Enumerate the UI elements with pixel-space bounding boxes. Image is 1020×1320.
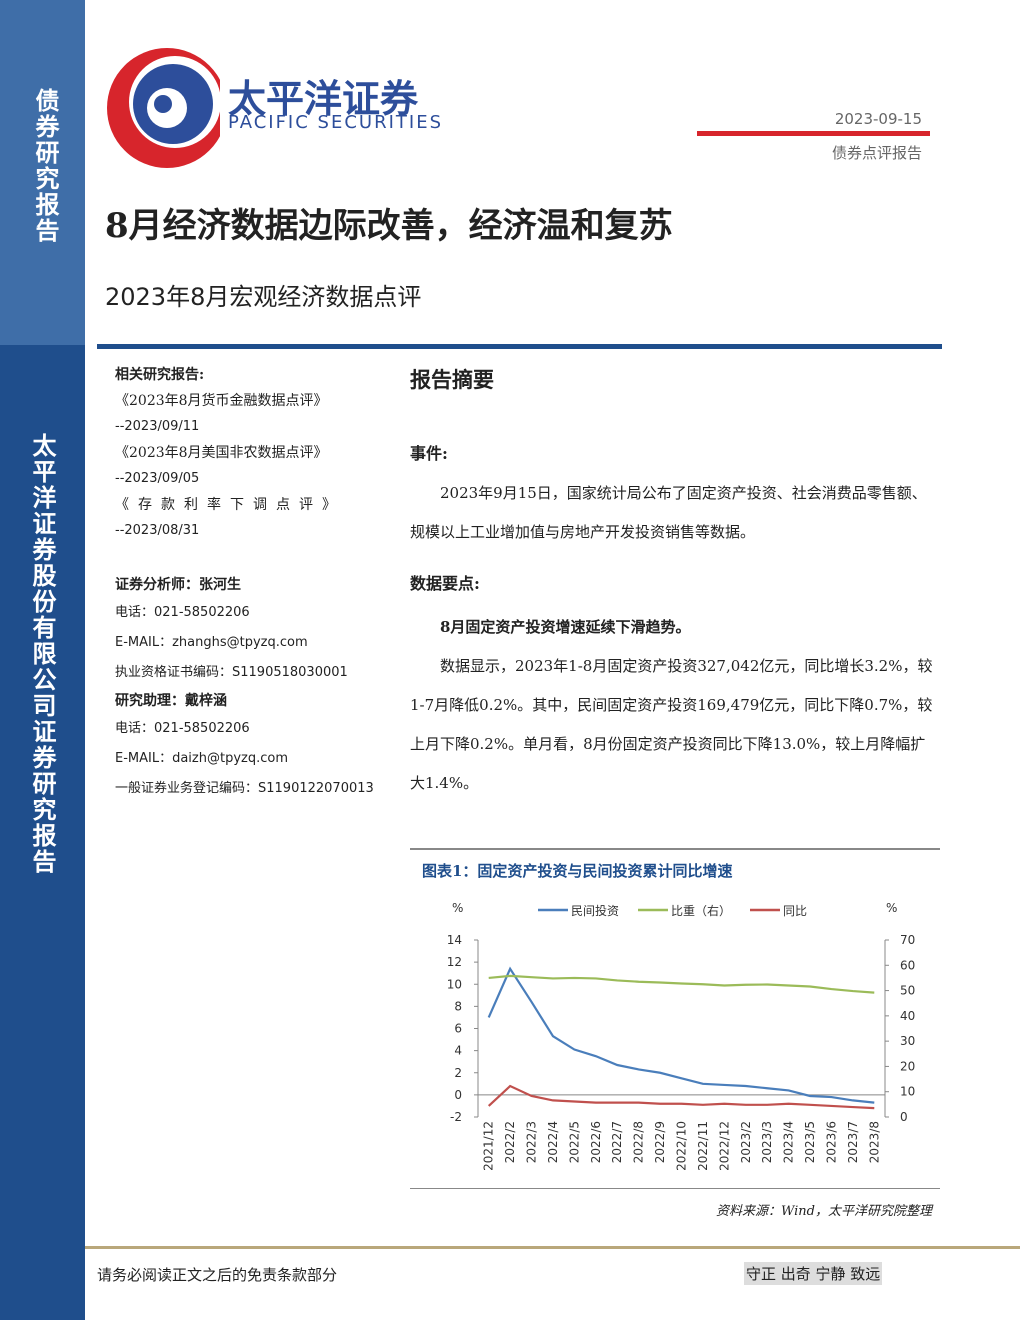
assistant-phone: 电话：021-58502206 <box>115 721 250 736</box>
left-column: 相关研究报告: 《2023年8月货币金融数据点评》 --2023/09/11 《… <box>115 362 380 804</box>
assistant-license: 一般证券业务登记编码：S1190122070013 <box>115 781 374 796</box>
y2-tick-label: 10 <box>900 1085 915 1099</box>
sidebar-bottom: 太平洋证券股份有限公司证券研究报告 <box>0 345 85 1320</box>
y-tick-label: 6 <box>454 1022 462 1036</box>
report-date: 2023-09-15 <box>834 110 922 128</box>
x-tick-label: 2023/8 <box>867 1121 881 1163</box>
chart: % % -2 0 2 4 6 8 10 12 14 0 10 20 30 40 50 60 70 2021/12 202… <box>447 901 916 1171</box>
sidebar-label: 债券研究报告 <box>31 88 60 244</box>
x-tick-label: 2022/2 <box>503 1121 517 1163</box>
footer-disclaimer: 请务必阅读正文之后的免责条款部分 <box>97 1266 338 1284</box>
chart-bottom-rule <box>410 1188 940 1189</box>
x-tick-label: 2022/9 <box>653 1121 667 1163</box>
event-text: 2023年9月15日，国家统计局公布了固定资产投资、社会消费品零售额、规模以上工… <box>410 484 927 541</box>
y2-tick-label: 40 <box>900 1009 915 1023</box>
x-tick-label: 2023/4 <box>782 1121 796 1163</box>
sidebar-top: 债券研究报告 <box>0 0 85 345</box>
x-tick-label: 2023/5 <box>803 1121 817 1163</box>
related-heading: 相关研究报告: <box>115 367 205 383</box>
x-tick-label: 2022/7 <box>610 1121 624 1163</box>
y2-tick-label: 50 <box>900 984 915 998</box>
legend-label: 比重（右） <box>671 903 731 918</box>
x-tick-label: 2022/12 <box>717 1121 731 1171</box>
legend-label: 民间投资 <box>571 903 619 918</box>
logo-en: PACIFIC SECURITIES <box>228 112 443 133</box>
x-tick-label: 2023/3 <box>760 1121 774 1163</box>
sidebar-company: 太平洋证券股份有限公司证券研究报告 <box>28 433 57 875</box>
analyst-phone: 电话：021-58502206 <box>115 605 250 620</box>
assistant-name: 研究助理：戴梓涵 <box>115 693 227 709</box>
date-rule <box>697 131 930 136</box>
y-unit: % <box>452 901 463 915</box>
y-tick-label: 14 <box>447 933 462 947</box>
x-tick-label: 2023/2 <box>739 1121 753 1163</box>
y-tick-label: 10 <box>447 977 462 991</box>
y-tick-label: 0 <box>454 1088 462 1102</box>
analyst-email: E-MAIL：zhanghs@tpyzq.com <box>115 635 308 650</box>
point-text: 数据显示，2023年1-8月固定资产投资327,042亿元，同比增长3.2%，较… <box>410 657 933 792</box>
x-tick-label: 2022/5 <box>567 1121 581 1163</box>
title-rule <box>97 344 942 349</box>
chart-top-rule <box>410 848 940 850</box>
logo-mark <box>107 48 220 168</box>
x-tick-label: 2023/6 <box>824 1121 838 1163</box>
summary-heading: 报告摘要 <box>410 367 494 392</box>
assistant-email: E-MAIL：daizh@tpyzq.com <box>115 751 288 766</box>
y2-tick-label: 0 <box>900 1110 908 1124</box>
related-date: --2023/08/31 <box>115 523 200 538</box>
related-date: --2023/09/11 <box>115 419 200 434</box>
related-title: 《2023年8月货币金融数据点评》 <box>115 393 328 409</box>
report-type: 债券点评报告 <box>831 144 922 162</box>
report-title: 8月经济数据边际改善，经济温和复苏 <box>105 206 673 246</box>
x-tick-label: 2022/11 <box>696 1121 710 1171</box>
footer-motto: 守正 出奇 宁静 致远 <box>744 1262 883 1285</box>
y-tick-label: 2 <box>454 1066 462 1080</box>
related-title: 《2023年8月美国非农数据点评》 <box>115 445 328 461</box>
series-line <box>487 966 875 1104</box>
report-subtitle: 2023年8月宏观经济数据点评 <box>105 283 422 311</box>
y-tick-label: 8 <box>454 999 462 1013</box>
y-tick-label: 12 <box>447 955 462 969</box>
x-tick-label: 2021/12 <box>482 1121 496 1171</box>
y2-tick-label: 30 <box>900 1034 915 1048</box>
logo-dot <box>154 95 172 113</box>
x-tick-label: 2022/6 <box>589 1121 603 1163</box>
series-line <box>487 1084 875 1110</box>
x-tick-label: 2022/10 <box>675 1121 689 1171</box>
point-title: 8月固定资产投资增速延续下滑趋势。 <box>440 618 691 636</box>
chart-source: 资料来源：Wind，太平洋研究院整理 <box>716 1204 932 1219</box>
y-tick-label: 4 <box>454 1044 462 1058</box>
chart-title: 图表1：固定资产投资与民间投资累计同比增速 <box>422 862 733 880</box>
legend-label: 同比 <box>783 904 807 918</box>
y2-tick-label: 70 <box>900 933 915 947</box>
event-heading: 事件: <box>410 444 448 463</box>
analyst-license: 执业资格证书编码：S1190518030001 <box>115 665 348 680</box>
footer-rule <box>85 1246 1020 1249</box>
related-date: --2023/09/05 <box>115 471 200 486</box>
analyst-name: 证券分析师：张河生 <box>115 577 241 593</box>
x-tick-label: 2023/7 <box>846 1121 860 1163</box>
points-heading: 数据要点: <box>410 574 480 593</box>
y-tick-label: -2 <box>450 1110 462 1124</box>
y2-tick-label: 20 <box>900 1059 915 1073</box>
x-tick-label: 2022/3 <box>525 1121 539 1163</box>
logo-cn: 太平洋证券 <box>228 77 419 121</box>
x-tick-label: 2022/8 <box>632 1121 646 1163</box>
series-line <box>488 974 875 994</box>
y2-unit: % <box>886 901 897 915</box>
right-column: 报告摘要 事件: 2023年9月15日，国家统计局公布了固定资产投资、社会消费品… <box>410 364 938 803</box>
related-title: 《存款利率下调点评》 <box>115 497 345 513</box>
y2-tick-label: 60 <box>900 958 915 972</box>
x-tick-label: 2022/4 <box>546 1121 560 1163</box>
